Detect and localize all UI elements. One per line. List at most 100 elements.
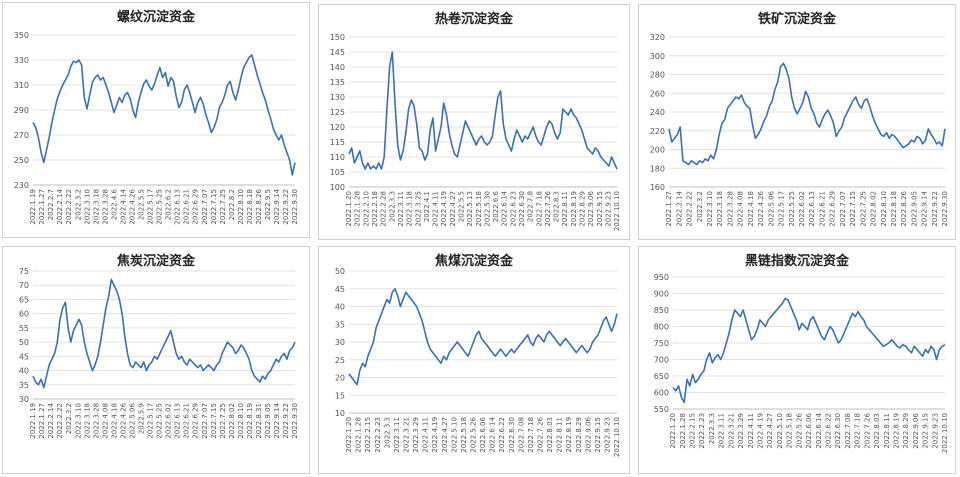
x-tick-label: 2022.2.18 (371, 191, 379, 227)
x-tick-label: 2022.5.06 (767, 190, 775, 226)
x-tick-label: 2022.4.26 (119, 402, 127, 438)
x-tick-label: 2022.6.21 (183, 189, 191, 225)
x-tick-label: 2022.9.06 (584, 416, 592, 452)
x-tick-label: 2022.1.19 (29, 189, 37, 225)
x-tick-label: 2022.3.18 (716, 191, 724, 227)
x-tick-label: 2022.3.2 (65, 403, 73, 434)
x-tick-label: 2022.6.6 (492, 190, 500, 222)
x-tick-label: 2022.9.23 (605, 191, 613, 227)
x-tick-label: 2022.4.19 (431, 417, 439, 453)
x-tick-label: 2022.9.05 (264, 403, 272, 439)
x-tick-label: 2022.6.13 (174, 189, 182, 225)
y-tick-label: 750 (654, 339, 669, 348)
x-tick-label: 2022.8.03 (873, 413, 881, 449)
series-line (32, 54, 296, 176)
x-tick-label: 2022.2.23 (698, 413, 706, 449)
x-tick-label: 2022.9.22 (931, 191, 939, 227)
x-tick-label: 2022.3.3 (708, 413, 716, 444)
x-tick-label: 2022.5.18 (475, 191, 483, 227)
x-tick-label: 2022.5.5 (458, 191, 466, 222)
x-tick-label: 2022.4.26 (757, 190, 765, 226)
y-tick-label: 280 (650, 71, 665, 80)
x-tick-label: 2022.7.15 (849, 191, 857, 227)
x-tick-label: 2022.4.18 (747, 191, 755, 227)
chart-svg: 黑链指数沉淀资金 550 600 650 700 750 800 850 900 950 2022.… (654, 253, 949, 453)
x-tick-label: 2022.7.15 (210, 189, 218, 225)
y-tick-label: 200 (650, 146, 665, 155)
x-tick-label: 2022.5.25 (156, 189, 164, 225)
x-tick-label: 2022.9.14 (273, 188, 281, 224)
y-tick-label: 550 (654, 405, 669, 414)
y-tick-label: 130 (330, 93, 345, 102)
chart-panel-coking-coal: 焦煤沉淀资金 10 15 20 25 30 35 40 45 50 2022.1.20 2022.1.… (318, 246, 630, 474)
x-tick-label: 2022.3.10 (74, 403, 82, 439)
x-tick-label: 2022.9.14 (921, 191, 929, 227)
x-tick-label: 2022.3.10 (706, 191, 714, 227)
x-tick-label: 2022.8.11 (561, 191, 569, 227)
x-tick-label: 2022.3.11 (397, 191, 405, 227)
y-tick-label: 45 (335, 285, 345, 294)
x-tick-label: 2022.4.6 (110, 188, 118, 220)
x-tick-label: 2022.4.27 (766, 413, 774, 449)
x-tick-label: 2022.7.07 (201, 189, 209, 225)
x-tick-label: 2022.5.13 (466, 191, 474, 227)
x-tick-label: 2022.4.19 (757, 413, 765, 449)
chart-panel-hot-coil: 热卷沉淀资金 100 105 110 115 120 125 130 135 140 145 150 2… (318, 4, 630, 240)
series-line (672, 297, 946, 404)
x-tick-label: 2022.9.15 (596, 191, 604, 227)
y-tick-label: 15 (335, 391, 345, 400)
x-tick-label: 2022.6.21 (818, 191, 826, 227)
x-tick-label: 2022.8.11 (556, 417, 564, 453)
x-tick-label: 2022.1.27 (38, 189, 46, 225)
x-tick-label: 2022.3.2 (696, 191, 704, 222)
x-tick-label: 2022.6.06 (479, 416, 487, 452)
y-tick-label: 290 (14, 106, 29, 115)
y-tick-label: 55 (19, 324, 29, 333)
y-tick-label: 900 (654, 290, 669, 299)
y-tick-label: 115 (330, 138, 345, 147)
x-tick-label: 2022.3.3 (383, 417, 391, 448)
y-tick-label: 75 (19, 267, 29, 276)
x-tick-label: 2022.6.14 (815, 412, 823, 448)
x-tick-label: 2022.3.2 (74, 189, 82, 220)
chart-title: 焦煤沉淀资金 (434, 253, 514, 269)
series-line (348, 287, 618, 386)
x-tick-label: 2022.2.15 (364, 417, 372, 453)
x-tick-label: 2022.1.20 (345, 191, 353, 227)
x-tick-label: 2022.8.29 (575, 417, 583, 453)
x-tick-label: 2022.9.30 (291, 189, 299, 225)
x-tick-label: 2022.3.11 (393, 417, 401, 453)
y-tick-label: 10 (335, 409, 345, 418)
y-tick-label: 70 (19, 281, 29, 290)
x-tick-label: 2022.3.21 (727, 413, 735, 449)
x-tick-label: 2022.8.02 (228, 403, 236, 439)
x-tick-label: 2022.6.06 (805, 412, 813, 448)
x-tick-label: 2022.2.15 (689, 413, 697, 449)
series-line (32, 278, 296, 389)
x-tick-label: 2022.4.11 (747, 413, 755, 449)
x-tick-label: 2022.8.29 (579, 191, 587, 227)
x-tick-label: 2022.2.22 (65, 189, 73, 225)
x-tick-label: 2022.8.18 (246, 189, 254, 225)
x-tick-label: 2022.2.7 (47, 189, 55, 220)
y-tick-label: 270 (14, 131, 29, 140)
x-tick-label: 2022.6.29 (192, 403, 200, 439)
y-tick-label: 220 (650, 127, 665, 136)
x-tick-label: 2022.4.19 (440, 191, 448, 227)
x-tick-label: 2022.5.26 (470, 416, 478, 452)
chart-panel-rebar: 螺纹沉淀资金 230 250 270 290 310 330 350 2022.1.19 2022… (2, 2, 310, 238)
x-tick-label: 2022.7.8 (527, 191, 535, 222)
x-tick-label: 2022.2.14 (47, 402, 55, 438)
x-tick-label: 2022.7.26 (863, 412, 871, 448)
x-tick-label: 2022.5.06 (129, 402, 137, 438)
y-tick-label: 65 (19, 295, 29, 304)
x-tick-label: 2022.10.10 (941, 413, 949, 453)
y-tick-label: 230 (14, 181, 29, 190)
x-tick-label: 2022.4.27 (449, 191, 457, 227)
x-tick-label: 2022.9.15 (922, 413, 930, 449)
x-tick-label: 2022.6.30 (834, 413, 842, 449)
x-tick-label: 2022.8.26 (255, 189, 263, 225)
x-tick-label: 2022.8.2 (228, 189, 236, 220)
x-tick-label: 2022.6.22 (498, 417, 506, 453)
x-tick-label: 2022.2.23 (374, 417, 382, 453)
